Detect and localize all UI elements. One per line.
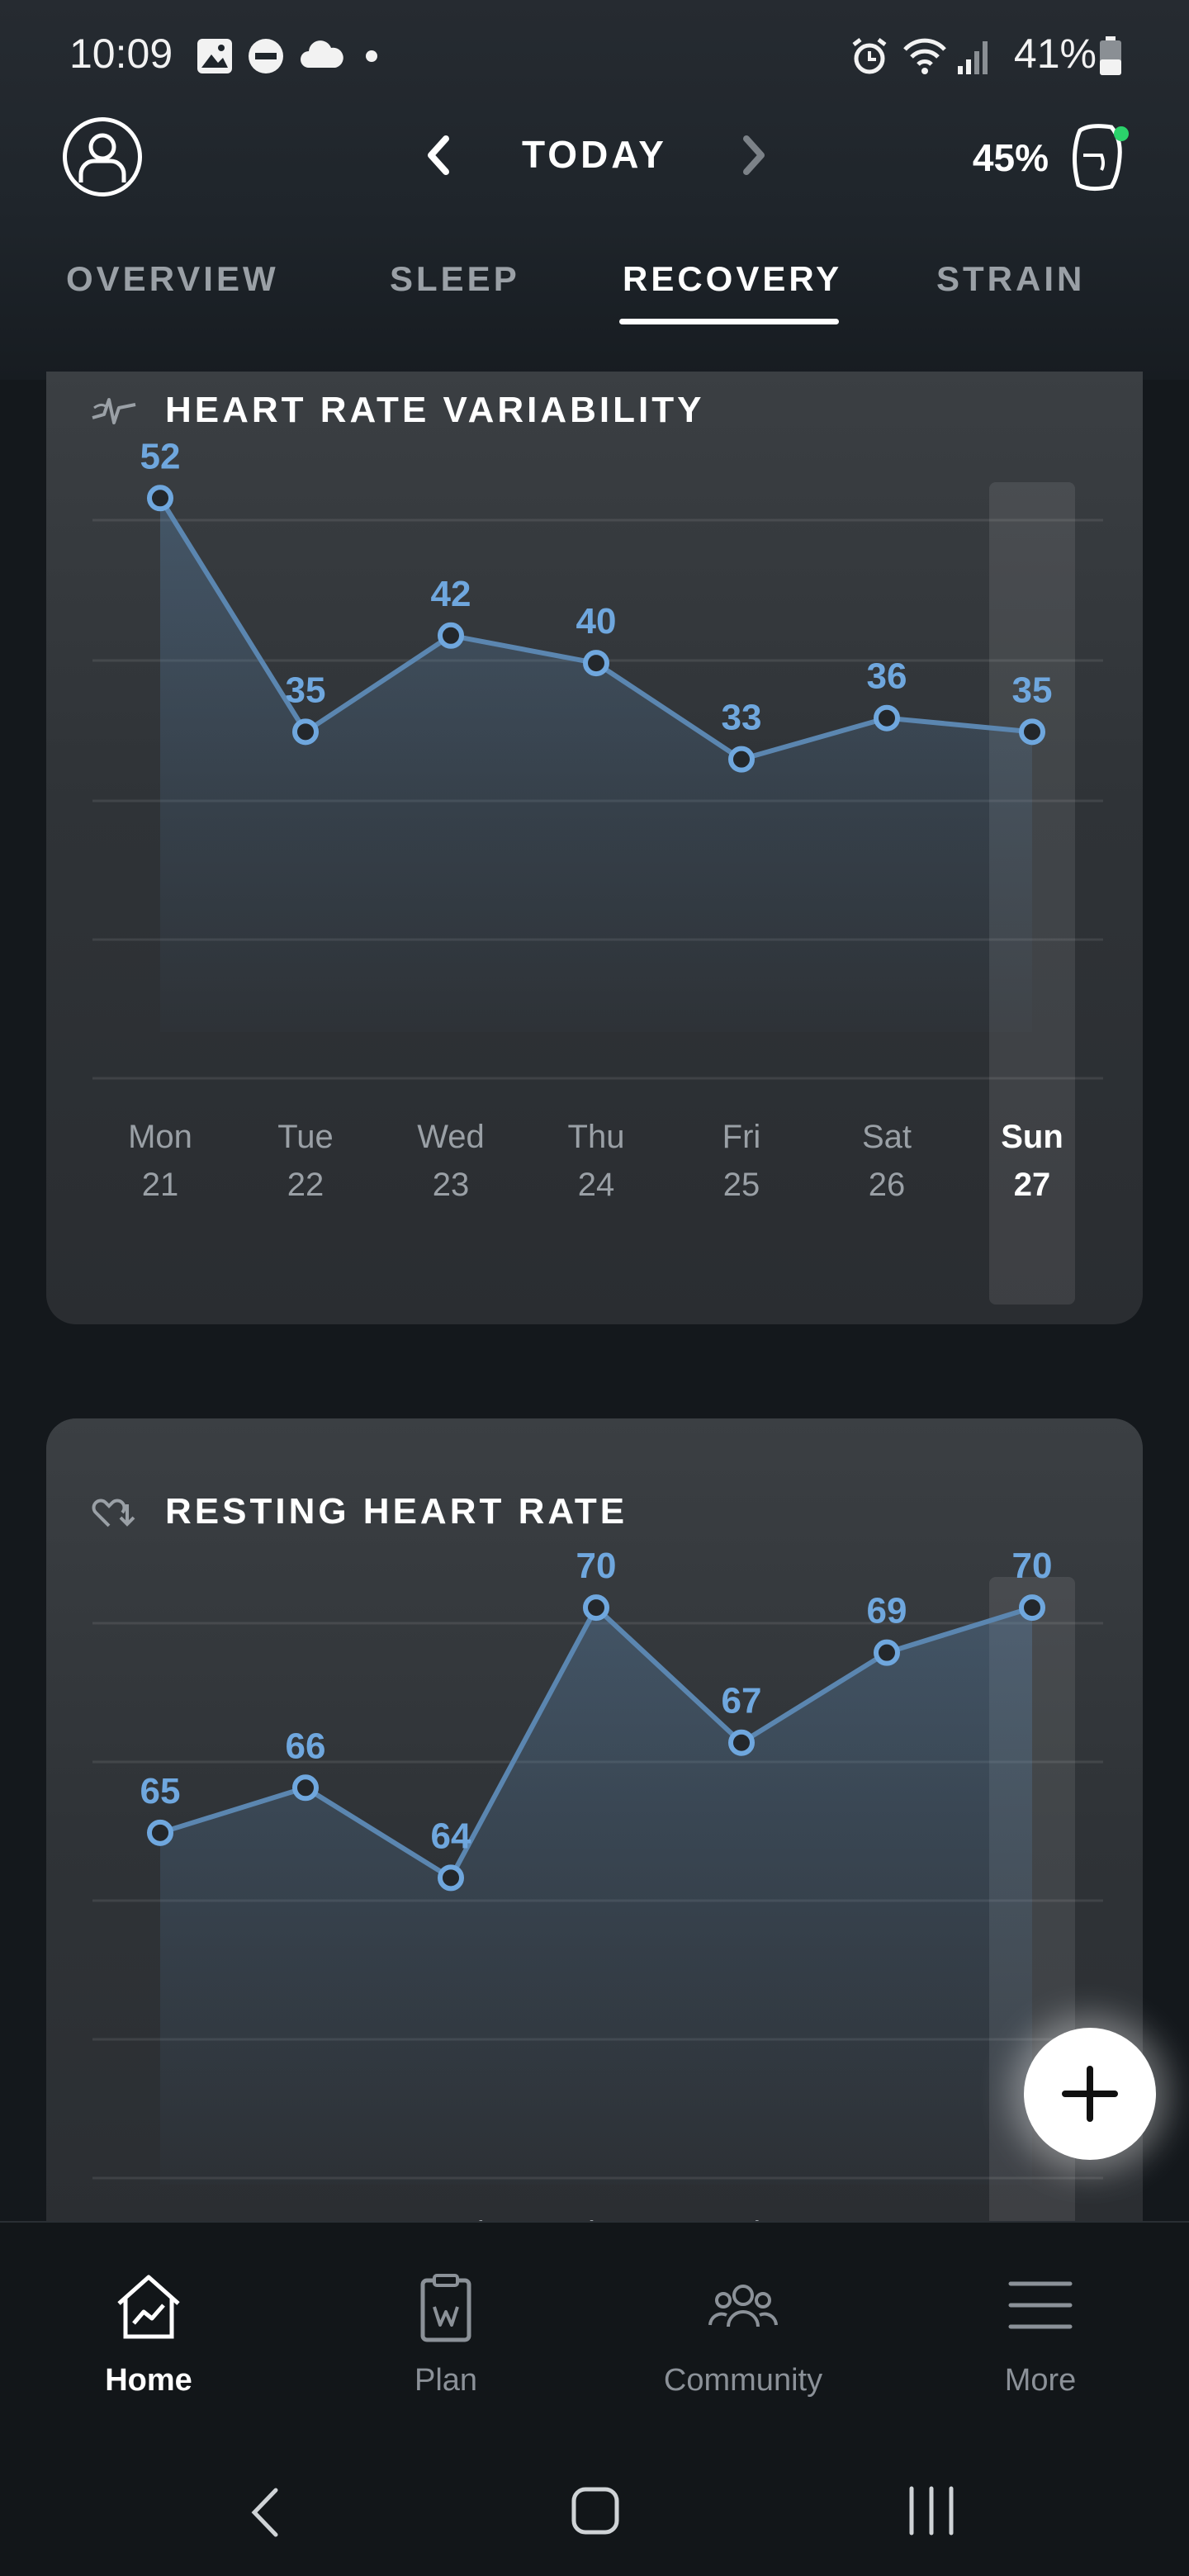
strap-status-dot	[1114, 126, 1129, 141]
rhr-area	[160, 1608, 1032, 2185]
next-day-button[interactable]	[735, 130, 773, 180]
community-icon	[708, 2285, 778, 2327]
nav-home[interactable]: Home	[25, 2223, 272, 2437]
hrv-tick-date: 24	[578, 1167, 615, 1203]
hrv-card-title: HEART RATE VARIABILITY	[165, 390, 705, 430]
tab-recovery[interactable]: RECOVERY	[623, 259, 843, 298]
rhr-value-label: 65	[140, 1771, 181, 1811]
hrv-value-label: 36	[867, 656, 907, 697]
wifi-icon	[903, 38, 946, 74]
rhr-value-label: 67	[722, 1681, 762, 1721]
rhr-card-title: RESTING HEART RATE	[165, 1491, 628, 1532]
hrv-tick-day: Wed	[417, 1119, 485, 1155]
rhr-point[interactable]	[1019, 1594, 1045, 1622]
nav-community-label: Community	[663, 2363, 823, 2398]
hrv-tick-day: Thu	[568, 1119, 625, 1155]
menu-icon	[1008, 2281, 1073, 2329]
hrv-value-label: 35	[1012, 670, 1053, 710]
rhr-value-label: 69	[867, 1591, 907, 1631]
bottom-navigation: Home Plan Community More	[0, 2221, 1189, 2454]
home-icon[interactable]	[570, 2485, 621, 2536]
heart-rate-variability-icon	[92, 398, 136, 424]
cloud-icon	[301, 40, 343, 68]
hrv-value-label: 42	[431, 574, 471, 614]
hrv-tick-date: 23	[433, 1167, 470, 1203]
hrv-point[interactable]	[728, 746, 755, 773]
hrv-value-label: 40	[576, 601, 617, 642]
recents-icon[interactable]	[905, 2484, 958, 2538]
hrv-tick-date: 26	[869, 1167, 906, 1203]
strap-battery-percent: 45%	[972, 136, 1049, 179]
hrv-point[interactable]	[438, 622, 464, 649]
app-header: TODAY 45%	[0, 107, 1189, 206]
rhr-point[interactable]	[292, 1774, 319, 1802]
hrv-tick-day: Tue	[277, 1119, 333, 1155]
hrv-area	[160, 498, 1032, 1032]
rhr-point[interactable]	[438, 1864, 464, 1892]
resting-heart-icon	[92, 1499, 135, 1527]
system-navigation	[0, 2452, 1189, 2576]
rhr-chart: 65666470676970MonTueWedThuFriSatSun	[92, 1546, 1103, 2327]
rhr-value-label: 64	[431, 1816, 471, 1856]
battery-icon	[1100, 36, 1121, 75]
strap-device-button[interactable]	[1065, 119, 1135, 195]
hrv-tick-date: 25	[723, 1167, 760, 1203]
rhr-card[interactable]: 65666470676970MonTueWedThuFriSatSun REST…	[46, 1418, 1143, 2327]
profile-button[interactable]	[63, 117, 142, 197]
hrv-point[interactable]	[292, 718, 319, 746]
image-icon	[197, 39, 232, 73]
hrv-point[interactable]	[583, 650, 609, 677]
hrv-value-label: 33	[722, 698, 762, 738]
alarm-icon	[852, 38, 887, 74]
nav-plan[interactable]: Plan	[322, 2223, 570, 2437]
hrv-tick-date: 21	[142, 1167, 179, 1203]
signal-icon	[958, 41, 988, 74]
tab-strain[interactable]: STRAIN	[936, 259, 1086, 298]
hrv-card[interactable]: 52 35 42 40 33 36 35 Mon 21 Tue 22 Wed 23 Thu 24 Fri 25 S…	[46, 372, 1143, 1324]
nav-plan-label: Plan	[414, 2363, 478, 2398]
home-chart-icon	[117, 2275, 180, 2339]
tab-sleep[interactable]: SLEEP	[390, 259, 520, 298]
nav-home-label: Home	[105, 2363, 192, 2398]
clipboard-icon	[420, 2274, 471, 2342]
profile-icon	[78, 133, 126, 182]
battery-percent: 41%	[1013, 31, 1097, 77]
nav-more-label: More	[1004, 2363, 1077, 2398]
hrv-tick-date: 22	[287, 1167, 324, 1203]
hrv-tick-day: Mon	[128, 1119, 192, 1155]
rhr-point[interactable]	[728, 1729, 755, 1756]
rhr-value-label: 66	[286, 1726, 326, 1766]
dot-icon	[366, 50, 377, 62]
hrv-point[interactable]	[1019, 718, 1045, 746]
nav-community[interactable]: Community	[619, 2223, 867, 2437]
previous-day-button[interactable]	[419, 130, 457, 180]
hrv-tick-day: Fri	[722, 1119, 761, 1155]
tab-bar: OVERVIEW SLEEP RECOVERY STRAIN	[0, 248, 1189, 339]
rhr-value-label: 70	[1012, 1546, 1053, 1586]
hrv-tick-day: Sat	[862, 1119, 912, 1155]
hrv-tick-day: Sun	[1001, 1119, 1063, 1155]
hrv-point[interactable]	[874, 704, 900, 732]
rhr-point[interactable]	[583, 1594, 609, 1622]
hrv-value-label: 52	[140, 436, 181, 476]
add-activity-button[interactable]	[1024, 2028, 1156, 2160]
rhr-point[interactable]	[874, 1639, 900, 1666]
date-title: TODAY	[522, 133, 667, 176]
status-bar: 10:09 41%	[0, 0, 1189, 107]
hrv-tick-date: 27	[1014, 1167, 1051, 1203]
rhr-point[interactable]	[147, 1819, 173, 1846]
active-tab-indicator	[619, 319, 839, 324]
status-time: 10:09	[69, 31, 173, 77]
hrv-chart: 52 35 42 40 33 36 35 Mon 21 Tue 22 Wed 23 Thu 24 Fri 25 S…	[92, 436, 1103, 1305]
plus-icon	[1062, 2066, 1118, 2122]
hrv-point[interactable]	[147, 485, 173, 512]
back-icon[interactable]	[244, 2484, 287, 2541]
nav-more[interactable]: More	[917, 2223, 1164, 2437]
rhr-value-label: 70	[576, 1546, 617, 1586]
hrv-value-label: 35	[286, 670, 326, 710]
tab-overview[interactable]: OVERVIEW	[66, 259, 279, 298]
do-not-disturb-icon	[249, 39, 283, 73]
